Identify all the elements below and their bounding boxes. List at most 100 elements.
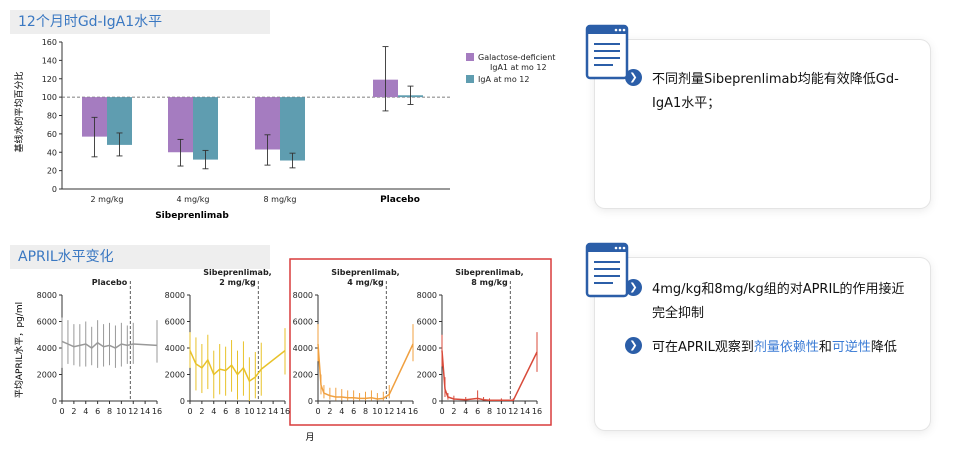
panel-x-tick-label: 14 xyxy=(520,407,530,416)
panel-x-tick-label: 2 xyxy=(327,407,332,416)
panel-y-tick-label: 6000 xyxy=(293,318,313,327)
panel-x-tick-label: 12 xyxy=(128,407,138,416)
panel-y-tick-label: 8000 xyxy=(293,291,313,300)
panel-x-tick-label: 6 xyxy=(95,407,100,416)
bar-category-label: 4 mg/kg xyxy=(177,195,210,204)
panel-x-tick-label: 14 xyxy=(396,407,406,416)
panel-y-tick-label: 8000 xyxy=(417,291,437,300)
panel-x-tick-label: 6 xyxy=(351,407,356,416)
panel-x-tick-label: 0 xyxy=(187,407,192,416)
bar-y-tick-label: 120 xyxy=(42,75,57,84)
panel-x-tick-label: 0 xyxy=(59,407,64,416)
panel-x-tick-label: 10 xyxy=(116,407,126,416)
panel-title: 8 mg/kg xyxy=(471,278,508,287)
summary-card-1: ❯ 不同剂量Sibeprenlimab均能有效降低Gd-IgA1水平； xyxy=(595,40,930,208)
panel-series-line xyxy=(441,350,538,402)
document-icon xyxy=(585,242,629,298)
bar-category-label: 2 mg/kg xyxy=(91,195,124,204)
bar-y-tick-label: 160 xyxy=(42,38,57,47)
panel-y-tick-label: 6000 xyxy=(165,318,185,327)
bar-ylabel: 基线水的平均百分比 xyxy=(13,71,25,152)
panel-x-tick-label: 12 xyxy=(256,407,266,416)
panel-series-line xyxy=(61,340,158,349)
panel-x-tick-label: 12 xyxy=(384,407,394,416)
legend-swatch-gd xyxy=(466,53,474,61)
panel-x-tick-label: 2 xyxy=(199,407,204,416)
card2-text-1: 4mg/kg和8mg/kg组的对APRIL的作用接近完全抑制 xyxy=(652,282,905,321)
bar-y-tick-label: 60 xyxy=(47,130,57,139)
panel-x-tick-label: 4 xyxy=(211,407,216,416)
chevron-right-icon: ❯ xyxy=(625,69,642,86)
panel-title: 4 mg/kg xyxy=(347,278,384,287)
panel-y-tick-label: 4000 xyxy=(165,344,185,353)
panel-x-tick-label: 10 xyxy=(496,407,506,416)
legend-label-iga: IgA at mo 12 xyxy=(478,75,529,84)
legend-label-gd: IgA1 at mo 12 xyxy=(490,63,547,72)
panel-x-tick-label: 16 xyxy=(532,407,542,416)
card2-bullet-row-1: ❯ 4mg/kg和8mg/kg组的对APRIL的作用接近完全抑制 xyxy=(625,278,910,326)
panel-y-tick-label: 6000 xyxy=(417,318,437,327)
card2-bullet-row-2: ❯ 可在APRIL观察到剂量依赖性和可逆性降低 xyxy=(625,336,910,360)
legend-swatch-iga xyxy=(466,75,474,83)
panel-x-tick-label: 8 xyxy=(487,407,492,416)
panel-y-tick-label: 6000 xyxy=(37,318,57,327)
panel-x-tick-label: 2 xyxy=(451,407,456,416)
card1-text: 不同剂量Sibeprenlimab均能有效降低Gd-IgA1水平； xyxy=(652,72,899,111)
highlight-box xyxy=(289,258,552,426)
panel-x-tick-label: 8 xyxy=(363,407,368,416)
panel-x-tick-label: 4 xyxy=(463,407,468,416)
bar-y-tick-label: 0 xyxy=(52,185,57,194)
panel-x-tick-label: 6 xyxy=(223,407,228,416)
panel-title: Placebo xyxy=(92,278,128,287)
line-section-title: APRIL水平变化 xyxy=(10,245,270,269)
panel-x-tick-label: 4 xyxy=(339,407,344,416)
charts-canvas: 基线水的平均百分比 Sibeprenlimab Placebo 平均APRIL水… xyxy=(13,38,555,443)
panel-x-tick-label: 8 xyxy=(107,407,112,416)
panel-x-tick-label: 2 xyxy=(71,407,76,416)
panel-x-tick-label: 8 xyxy=(235,407,240,416)
panel-y-tick-label: 0 xyxy=(432,397,437,406)
bar-y-tick-label: 100 xyxy=(42,93,57,102)
panel-x-tick-label: 14 xyxy=(268,407,278,416)
panel-series-line xyxy=(317,343,414,400)
panel-y-tick-label: 2000 xyxy=(165,371,185,380)
panel-y-tick-label: 2000 xyxy=(37,371,57,380)
bar-placebo-label: Placebo xyxy=(380,195,420,205)
panel-x-tick-label: 16 xyxy=(408,407,418,416)
panel-x-tick-label: 14 xyxy=(140,407,150,416)
panel-x-tick-label: 10 xyxy=(244,407,254,416)
card2-text-2: 可在APRIL观察到剂量依赖性和可逆性降低 xyxy=(652,336,897,360)
panel-y-tick-label: 4000 xyxy=(417,344,437,353)
line-ylabel: 平均APRIL水平，pg/ml xyxy=(13,302,25,398)
panel-y-tick-label: 8000 xyxy=(165,291,185,300)
chevron-right-icon: ❯ xyxy=(625,337,642,354)
card2-text-2-post: 降低 xyxy=(870,340,897,355)
bar xyxy=(280,97,305,161)
summary-card-2: ❯ 4mg/kg和8mg/kg组的对APRIL的作用接近完全抑制 ❯ 可在APR… xyxy=(595,258,930,430)
panel-x-tick-label: 6 xyxy=(475,407,480,416)
panel-title: 2 mg/kg xyxy=(219,278,256,287)
panel-title: Sibeprenlimab, xyxy=(203,268,271,277)
panel-y-tick-label: 2000 xyxy=(293,371,313,380)
panel-series-line xyxy=(189,350,286,383)
panel-y-tick-label: 0 xyxy=(52,397,57,406)
panel-x-tick-label: 10 xyxy=(372,407,382,416)
panel-y-tick-label: 2000 xyxy=(417,371,437,380)
document-icon xyxy=(585,24,629,80)
card1-bullet-row: ❯ 不同剂量Sibeprenlimab均能有效降低Gd-IgA1水平； xyxy=(625,68,910,116)
legend-label-gd: Galactose-deficient xyxy=(478,53,555,62)
panel-y-tick-label: 4000 xyxy=(37,344,57,353)
panel-y-tick-label: 0 xyxy=(308,397,313,406)
panel-x-tick-label: 16 xyxy=(152,407,162,416)
card2-text-2-mid: 和 xyxy=(818,340,832,355)
bar-y-tick-label: 40 xyxy=(47,148,57,157)
bar-category-label: 8 mg/kg xyxy=(264,195,297,204)
chevron-right-icon: ❯ xyxy=(625,279,642,296)
panel-y-tick-label: 8000 xyxy=(37,291,57,300)
panel-x-tick-label: 0 xyxy=(315,407,320,416)
panel-x-tick-label: 16 xyxy=(280,407,290,416)
card2-text-2-pre: 可在APRIL观察到 xyxy=(652,340,754,355)
card2-highlight-reversible: 可逆性 xyxy=(831,340,871,355)
panel-title: Sibeprenlimab, xyxy=(331,268,399,277)
bar xyxy=(193,97,218,160)
